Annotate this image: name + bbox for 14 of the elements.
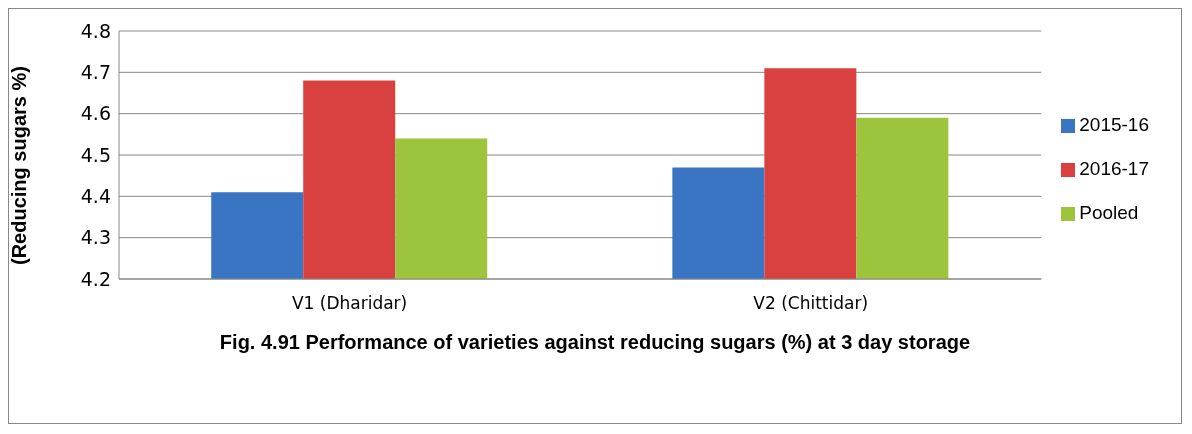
y-tick-label: 4.5 <box>80 143 111 166</box>
y-tick-label: 4.8 <box>80 19 111 42</box>
legend-label: 2015-16 <box>1079 114 1149 135</box>
y-tick-label: 4.3 <box>80 226 111 249</box>
y-tick-label: 4.4 <box>80 185 111 208</box>
legend-label: 2016-17 <box>1079 158 1149 179</box>
x-tick-label: V2 (Chittidar) <box>753 293 869 314</box>
y-tick-label: 4.6 <box>80 102 111 125</box>
y-tick-label: 4.7 <box>80 61 111 84</box>
legend-label: Pooled <box>1079 202 1139 223</box>
x-tick-label: V1 (Dharidar) <box>291 293 408 314</box>
y-axis-title: (Reducing sugars %) <box>8 66 31 265</box>
text: Fig. 4.91 Performance of varieties against reducing sugars (%) at 3 day storage <box>218 330 972 355</box>
y-tick-label: 4.2 <box>80 267 111 290</box>
